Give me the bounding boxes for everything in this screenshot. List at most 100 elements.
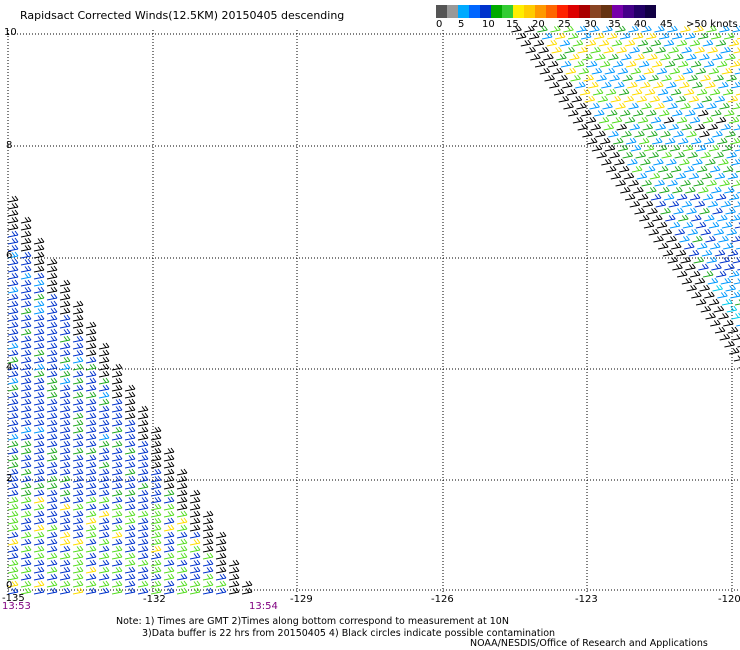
wind-barb [641,102,652,110]
wind-barb [656,67,668,75]
wind-barb [680,102,691,110]
wind-barb [189,545,201,553]
wind-barb [59,356,71,364]
wind-barb [656,144,668,152]
wind-barb [111,391,123,399]
wind-barb [714,95,726,103]
wind-barb [700,228,712,236]
wind-barb [723,319,734,327]
legend-label-45: 45 [660,19,673,30]
wind-barb [72,405,84,413]
wind-barb [643,67,655,75]
wind-barb [675,249,687,257]
wind-barb [699,284,710,292]
wind-barb [33,447,45,455]
wind-barb [722,165,734,173]
wind-barb [59,545,71,553]
wind-barb [163,482,175,490]
wind-barb [697,242,708,250]
wind-barb [46,307,58,315]
wind-barb [7,209,19,217]
wind-barb [681,46,692,54]
wind-barb [725,284,736,292]
wind-barb [662,172,674,180]
wind-barb [575,81,586,89]
wind-barb [656,221,668,229]
wind-barb [46,503,58,511]
wind-barb [645,32,657,40]
wind-barb [672,186,683,194]
wind-barb [85,321,97,329]
wind-barb [85,405,97,413]
wind-barb [98,531,110,539]
wind-barb [20,251,32,259]
wind-barb [46,377,58,385]
wind-barb [705,235,716,243]
wind-barb [713,74,724,82]
legend-label-5: 5 [458,19,465,30]
wind-barb [137,587,149,595]
wind-barb [654,25,665,33]
wind-barb [717,291,728,299]
wind-barb [72,587,84,595]
wind-barb [729,347,740,355]
wind-barb [695,67,707,75]
wind-barb [85,447,97,455]
wind-barb [663,193,675,201]
wind-barb [98,370,110,378]
wind-barb [46,440,58,448]
wind-barb [202,517,214,525]
wind-barb [85,412,97,420]
wind-barb [189,580,201,588]
wind-barb [653,81,664,89]
wind-barb [46,510,58,518]
wind-barb [176,573,188,581]
wind-barb [637,193,649,201]
wind-barb [85,545,97,553]
wind-barb [33,405,45,413]
wind-barb [611,116,623,124]
wind-barb [666,81,677,89]
wind-barb [33,307,45,315]
wind-barb [124,566,136,574]
wind-barb [137,412,149,420]
wind-barb [608,130,619,138]
legend-swatch [447,5,458,18]
wind-barb [59,370,71,378]
wind-barb [661,228,673,236]
wind-barb [728,270,740,278]
wind-barb [7,468,19,476]
wind-barb [20,454,32,462]
wind-barb [85,475,97,483]
wind-barb [163,475,175,483]
wind-barb [85,496,97,504]
wind-barb [46,412,58,420]
wind-barb [609,74,620,82]
wind-barb [7,398,19,406]
wind-barb [111,405,123,413]
wind-barb [124,503,136,511]
wind-barb [668,123,680,131]
wind-barb [72,447,84,455]
wind-barb [7,426,19,434]
wind-barb [111,566,123,574]
wind-barb [150,545,162,553]
wind-barb [98,342,110,350]
wind-barb [685,186,696,194]
wind-barb [85,363,97,371]
wind-barb [686,284,697,292]
wind-barb [215,559,227,567]
wind-barb [693,25,704,33]
wind-barb [33,426,45,434]
wind-barb [150,433,162,441]
wind-barb [698,109,709,117]
wind-barb [46,328,58,336]
wind-barb [538,46,549,54]
wind-barb [544,74,555,82]
wind-barb [33,489,45,497]
wind-barb [664,60,676,68]
wind-barb [33,580,45,588]
wind-barb [709,88,721,96]
wind-barb [111,363,123,371]
wind-barb [111,517,123,525]
